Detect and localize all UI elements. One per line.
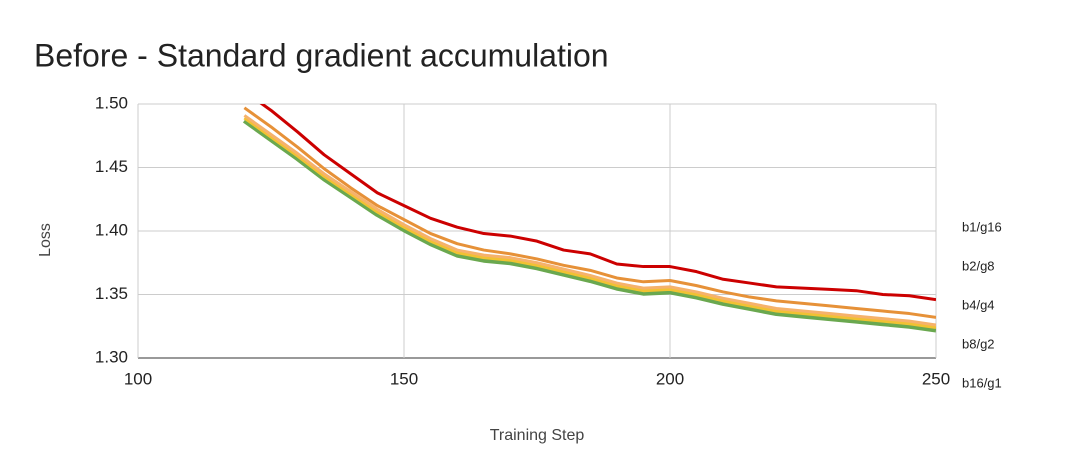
- series-line: [242, 118, 936, 333]
- x-tick-label: 150: [390, 369, 418, 388]
- grid: [137, 103, 937, 359]
- plot-area: [242, 104, 936, 333]
- legend-label: b8/g2: [962, 336, 995, 351]
- y-tick-label: 1.45: [95, 157, 128, 176]
- y-tick-label: 1.50: [95, 93, 128, 112]
- x-axis-title: Training Step: [490, 427, 585, 444]
- y-tick-label: 1.30: [95, 347, 128, 366]
- legend-label: b4/g4: [962, 297, 995, 312]
- y-tick-label: 1.35: [95, 284, 128, 303]
- legend-label: b1/g16: [962, 219, 1002, 234]
- series-line: [259, 104, 936, 302]
- y-tick-label: 1.40: [95, 220, 128, 239]
- x-tick-label: 250: [922, 369, 950, 388]
- series-line: [243, 114, 936, 327]
- legend-label: b2/g8: [962, 258, 995, 273]
- legend-label: b16/g1: [962, 375, 1002, 390]
- chart-title: Before - Standard gradient accumulation: [34, 37, 609, 73]
- x-tick-label: 100: [124, 369, 152, 388]
- x-tick-label: 200: [656, 369, 684, 388]
- y-axis-title: Loss: [37, 223, 54, 257]
- series-line: [243, 116, 936, 330]
- series-line: [243, 106, 936, 319]
